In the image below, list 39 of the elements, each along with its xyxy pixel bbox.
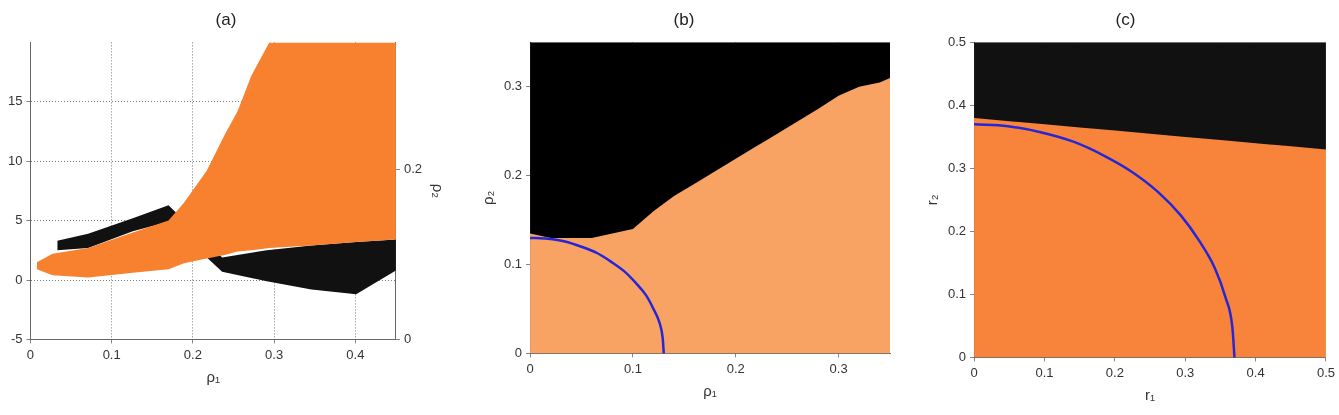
x-tick-label: 0.3 (829, 360, 848, 376)
y-tick-label: 0.5 (947, 33, 967, 49)
y-axis-title: ρ₂ (479, 190, 497, 206)
x-tick-label: 0.4 (346, 346, 365, 362)
x-tick-label: 0 (26, 346, 35, 362)
x-tick-label: 0.2 (183, 346, 202, 362)
y-tick-label: 0.4 (947, 96, 967, 112)
x-tick-label: 0.2 (1105, 364, 1124, 380)
x-tick-label: 0.1 (102, 346, 121, 362)
y2-tick-label: 0 (403, 330, 412, 346)
y-tick-label: 0.2 (503, 167, 523, 183)
x-tick-label: 0.4 (1246, 364, 1265, 380)
x-tick-label: 0.2 (726, 360, 745, 376)
x-tick-label: 0.3 (1176, 364, 1195, 380)
x-tick-label: 0.1 (1035, 364, 1054, 380)
x-tick-label: 0 (970, 364, 978, 380)
x-tick-label: 0.1 (623, 360, 642, 376)
chart-title: (a) (215, 9, 237, 29)
y2-tick-label: 0.2 (403, 161, 423, 177)
y-tick-label: 5 (15, 212, 23, 228)
y-tick-label: 0.1 (947, 285, 967, 301)
chart-title: (c) (1115, 9, 1136, 29)
x-axis-title: r₁ (1144, 386, 1156, 404)
y-tick-label: 0.2 (947, 222, 967, 238)
y-tick-label: 10 (7, 152, 23, 168)
y-tick-label: 0.3 (503, 78, 523, 94)
y-tick-label: 0.1 (503, 256, 523, 272)
y-tick-label: -5 (10, 330, 23, 346)
y-tick-label: 0 (15, 271, 23, 287)
x-axis-title: ρ₁ (206, 368, 220, 386)
y-tick-label: 0.3 (947, 159, 967, 175)
chart-title: (b) (673, 9, 695, 29)
y-axis-title: r₂ (923, 194, 941, 206)
x-tick-label: 0 (526, 360, 534, 376)
x-tick-label: 0.5 (1316, 364, 1335, 380)
y-tick-label: 15 (7, 93, 23, 109)
x-axis-title: ρ₁ (703, 382, 717, 400)
y2-axis-title: ρ₂ (429, 183, 447, 199)
x-tick-label: 0.3 (265, 346, 284, 362)
